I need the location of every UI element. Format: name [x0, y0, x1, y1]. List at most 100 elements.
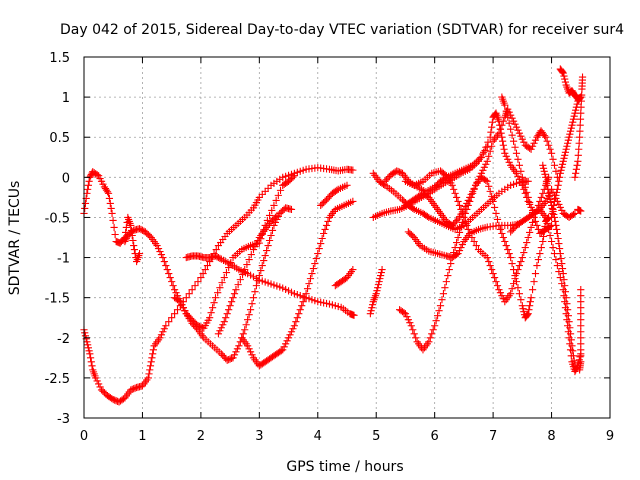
data-point [194, 278, 202, 286]
data-point [248, 351, 256, 359]
data-point [324, 217, 332, 226]
data-point [109, 216, 117, 225]
series-arc-8 [331, 265, 357, 290]
data-point [514, 126, 522, 134]
data-point [480, 148, 488, 156]
data-point [227, 298, 236, 306]
data-point [482, 176, 490, 184]
data-point [245, 311, 253, 319]
data-point [81, 204, 89, 213]
data-point [425, 338, 433, 346]
data-point [509, 137, 518, 145]
data-point [512, 123, 521, 131]
plot-frame [83, 56, 611, 419]
data-point [511, 120, 519, 128]
data-point [511, 275, 519, 283]
data-point [219, 321, 227, 329]
data-point [249, 245, 258, 254]
data-point [556, 274, 564, 282]
data-point [268, 226, 277, 235]
data-point [560, 154, 568, 162]
data-point [523, 311, 532, 319]
data-point [509, 280, 518, 288]
data-point [312, 254, 320, 263]
data-point [492, 209, 500, 218]
data-point [577, 310, 585, 318]
series-arc-4 [182, 252, 358, 319]
data-point [570, 357, 578, 365]
data-point [274, 191, 282, 199]
data-point [555, 267, 563, 276]
data-point [575, 139, 583, 147]
data-point [566, 130, 574, 138]
data-point [93, 377, 101, 385]
data-point [565, 133, 573, 141]
data-point [227, 258, 235, 267]
data-point [551, 217, 559, 226]
data-point [110, 223, 118, 232]
data-point [517, 132, 525, 140]
data-point [568, 121, 576, 129]
data-point [377, 272, 385, 280]
data-point [93, 171, 101, 179]
x-tick-label: 2 [197, 429, 205, 444]
data-point [560, 72, 568, 80]
data-point [531, 270, 540, 278]
data-point [575, 145, 583, 153]
data-point [245, 345, 253, 353]
data-point [290, 172, 298, 180]
data-point [514, 284, 522, 292]
data-point [490, 274, 499, 282]
data-point [555, 173, 564, 181]
series-arc-10 [366, 265, 386, 318]
data-point [577, 207, 585, 215]
data-point [515, 261, 524, 270]
data-point [488, 118, 496, 126]
data-point [426, 334, 434, 342]
data-point [182, 294, 190, 302]
data-point [450, 185, 458, 193]
data-point [130, 245, 139, 254]
data-point [568, 342, 576, 350]
data-point [244, 316, 252, 324]
data-point [559, 157, 567, 165]
data-point [243, 260, 251, 269]
data-point [144, 374, 152, 382]
data-point [526, 298, 534, 306]
data-point [457, 243, 465, 252]
data-point [564, 139, 572, 147]
data-point [545, 225, 553, 234]
data-point [512, 270, 521, 278]
data-point [569, 118, 577, 126]
data-point [495, 129, 503, 137]
data-point [566, 324, 574, 332]
data-point [289, 325, 297, 333]
data-point [191, 282, 199, 290]
data-point [251, 242, 259, 251]
data-point [423, 212, 431, 221]
data-point [175, 297, 183, 305]
data-point [483, 177, 491, 185]
data-point [377, 268, 385, 277]
data-point [229, 294, 237, 302]
data-point [289, 173, 297, 181]
data-point [499, 117, 507, 125]
data-point [154, 244, 163, 253]
data-point [96, 383, 104, 391]
data-point [561, 148, 570, 156]
data-point [146, 362, 155, 370]
data-point [524, 310, 532, 318]
data-point [492, 278, 500, 286]
data-point [122, 236, 130, 244]
data-point [441, 170, 449, 179]
data-point [454, 249, 462, 258]
data-point [179, 304, 187, 312]
data-point [545, 192, 553, 200]
data-point [455, 201, 464, 210]
data-point [543, 181, 551, 189]
data-point [407, 322, 415, 330]
data-point [406, 319, 414, 327]
data-point [496, 289, 505, 297]
data-point [146, 366, 154, 374]
